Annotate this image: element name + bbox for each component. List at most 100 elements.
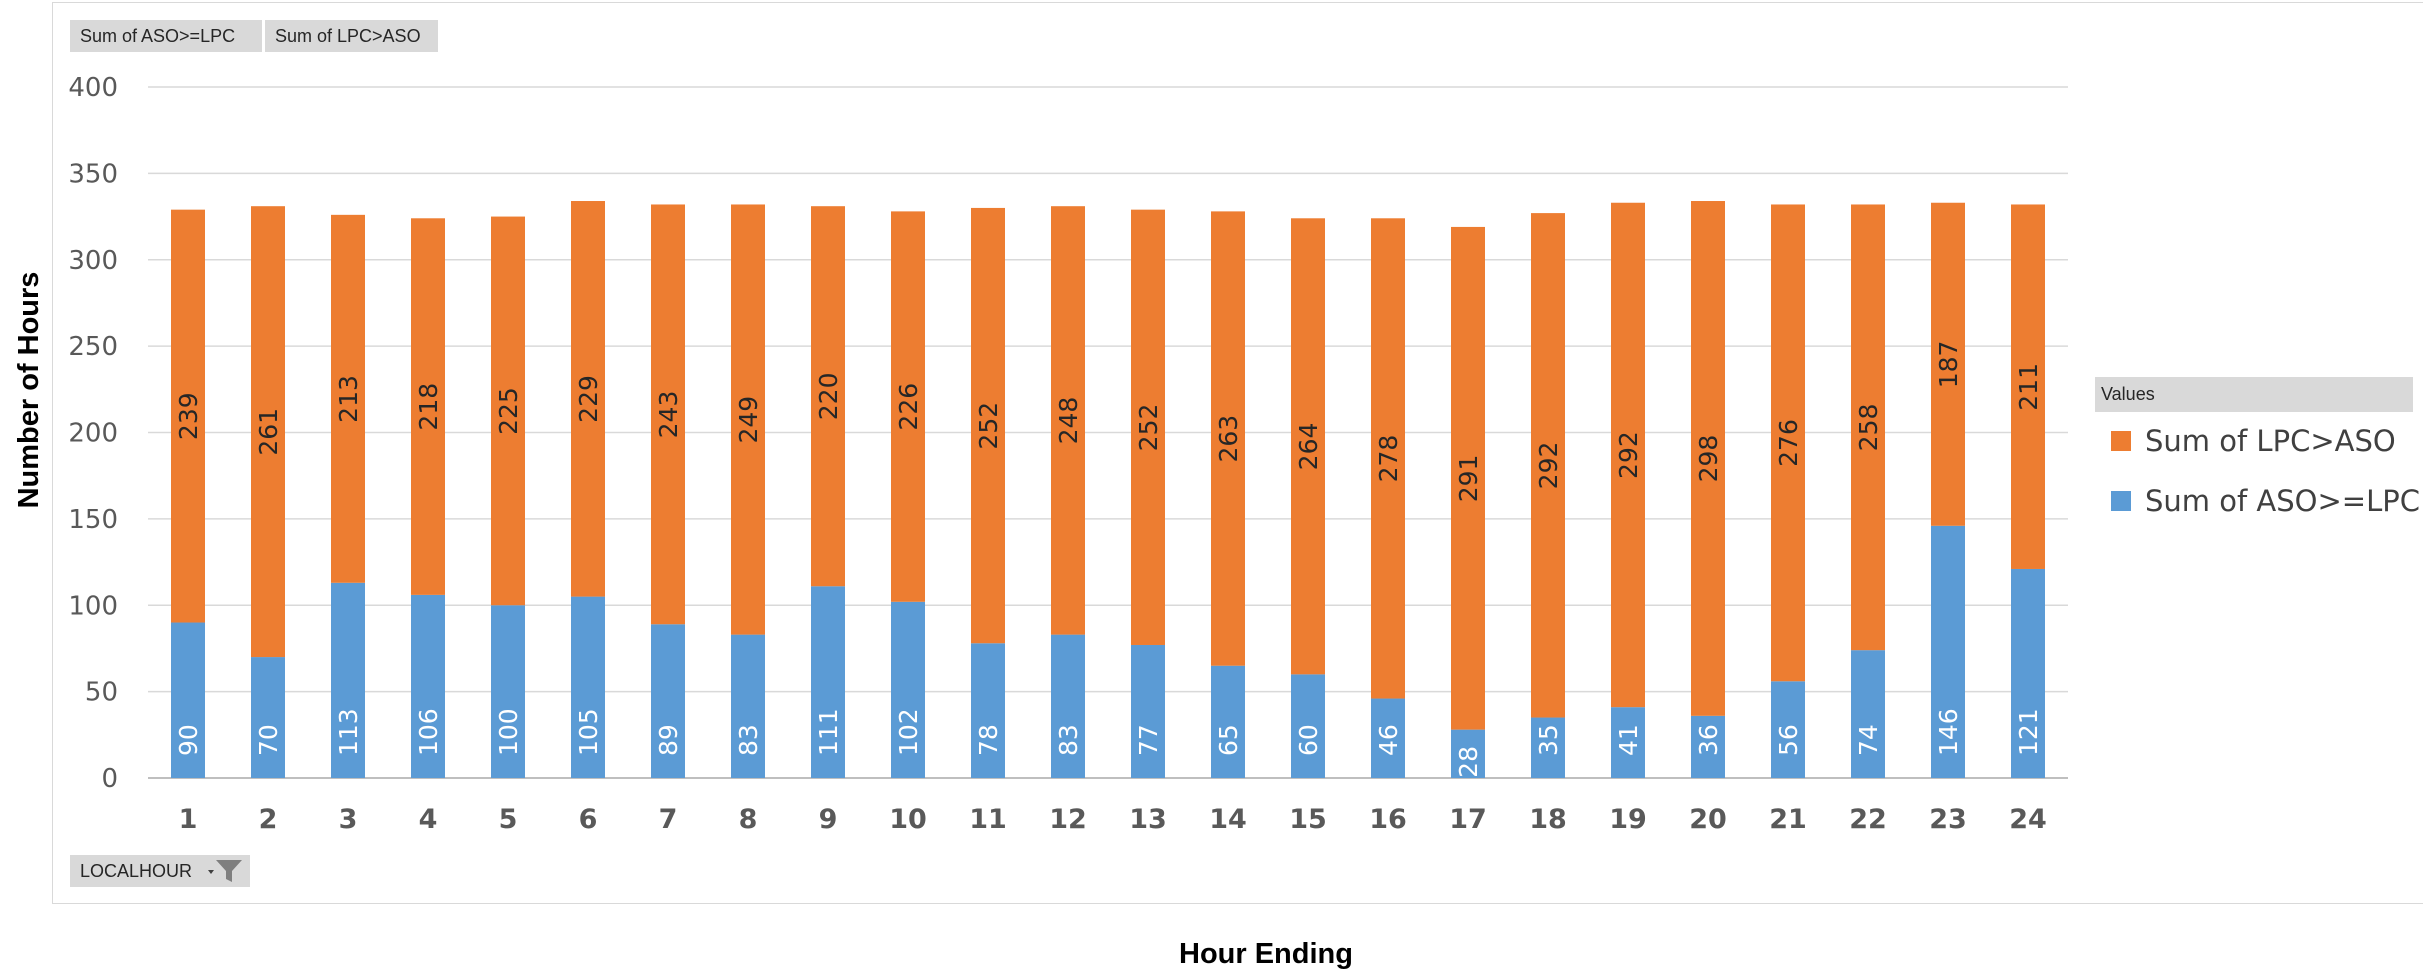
- bar-aso-ge-lpc: [2011, 568, 2045, 778]
- x-tick-label: 17: [1449, 804, 1487, 835]
- data-label-aso: 35: [1534, 724, 1563, 756]
- field-button-localhour-label: LOCALHOUR: [80, 861, 193, 881]
- data-label-aso: 146: [1934, 708, 1963, 756]
- x-tick-label: 15: [1289, 804, 1327, 835]
- data-label-aso: 90: [174, 724, 203, 756]
- data-label-lpc: 292: [1534, 442, 1563, 490]
- data-label-lpc: 278: [1374, 435, 1403, 483]
- data-label-aso: 77: [1134, 724, 1163, 756]
- legend-header: Values: [2095, 377, 2413, 412]
- data-label-aso: 36: [1694, 724, 1723, 756]
- data-label-lpc: 187: [1934, 341, 1963, 389]
- x-tick-label: 20: [1689, 804, 1727, 835]
- bar-aso-ge-lpc: [1611, 707, 1645, 778]
- data-label-aso: 28: [1454, 746, 1483, 778]
- y-tick-label: 200: [68, 419, 118, 449]
- data-label-aso: 106: [414, 708, 443, 756]
- y-axis-title: Number of Hours: [6, 0, 46, 973]
- data-label-lpc: 249: [734, 396, 763, 444]
- data-label-lpc: 211: [2014, 363, 2043, 411]
- bar-aso-ge-lpc: [1851, 650, 1885, 778]
- x-tick-label: 4: [419, 804, 438, 835]
- bar-lpc-gt-aso: [1611, 202, 1645, 708]
- bar-lpc-gt-aso: [1371, 218, 1405, 699]
- x-tick-label: 11: [969, 804, 1007, 835]
- bar-lpc-gt-aso: [1291, 218, 1325, 675]
- data-label-aso: 74: [1854, 724, 1883, 756]
- data-label-aso: 111: [814, 708, 843, 756]
- x-tick-label: 18: [1529, 804, 1567, 835]
- bar-aso-ge-lpc: [1051, 634, 1085, 778]
- data-label-aso: 102: [894, 708, 923, 756]
- bar-lpc-gt-aso: [971, 207, 1005, 644]
- data-label-aso: 83: [1054, 724, 1083, 756]
- data-label-aso: 89: [654, 724, 683, 756]
- bar-lpc-gt-aso: [411, 218, 445, 595]
- legend-swatch-aso: [2111, 491, 2131, 511]
- y-tick-label: 50: [85, 678, 118, 708]
- data-label-lpc: 239: [174, 392, 203, 440]
- bar-lpc-gt-aso: [491, 216, 525, 606]
- data-label-aso: 113: [334, 708, 363, 756]
- data-label-lpc: 226: [894, 383, 923, 431]
- bar-lpc-gt-aso: [2011, 204, 2045, 569]
- data-label-aso: 70: [254, 724, 283, 756]
- bar-aso-ge-lpc: [1451, 729, 1485, 778]
- bar-lpc-gt-aso: [811, 206, 845, 587]
- x-tick-label: 24: [2009, 804, 2047, 835]
- x-tick-label: 19: [1609, 804, 1647, 835]
- data-label-aso: 100: [494, 708, 523, 756]
- y-tick-label: 100: [68, 591, 118, 621]
- legend-item-aso[interactable]: Sum of ASO>=LPC: [2111, 481, 2420, 521]
- x-tick-label: 16: [1369, 804, 1407, 835]
- x-tick-label: 12: [1049, 804, 1087, 835]
- bar-aso-ge-lpc: [971, 643, 1005, 778]
- legend-item-lpc[interactable]: Sum of LPC>ASO: [2111, 421, 2396, 461]
- bar-aso-ge-lpc: [1771, 681, 1805, 778]
- bar-aso-ge-lpc: [1531, 717, 1565, 778]
- bar-aso-ge-lpc: [251, 657, 285, 778]
- data-label-lpc: 263: [1214, 415, 1243, 463]
- y-tick-label: 250: [68, 332, 118, 362]
- field-button-lpc[interactable]: Sum of LPC>ASO: [265, 20, 438, 52]
- data-label-lpc: 213: [334, 375, 363, 423]
- filter-dropdown-icon[interactable]: [204, 859, 244, 893]
- field-button-aso[interactable]: Sum of ASO>=LPC: [70, 20, 262, 52]
- x-tick-label: 22: [1849, 804, 1887, 835]
- x-tick-label: 13: [1129, 804, 1167, 835]
- bar-lpc-gt-aso: [251, 206, 285, 658]
- data-label-aso: 60: [1294, 724, 1323, 756]
- bar-aso-ge-lpc: [811, 586, 845, 778]
- bar-lpc-gt-aso: [651, 204, 685, 625]
- bar-aso-ge-lpc: [651, 624, 685, 778]
- bar-lpc-gt-aso: [731, 204, 765, 635]
- bar-lpc-gt-aso: [891, 211, 925, 602]
- bar-aso-ge-lpc: [171, 622, 205, 778]
- bar-aso-ge-lpc: [1371, 698, 1405, 778]
- bar-aso-ge-lpc: [411, 594, 445, 778]
- bar-lpc-gt-aso: [1051, 206, 1085, 635]
- bar-aso-ge-lpc: [891, 601, 925, 778]
- x-tick-label: 5: [499, 804, 518, 835]
- data-label-lpc: 258: [1854, 404, 1883, 452]
- bar-aso-ge-lpc: [1211, 665, 1245, 778]
- legend: Values Sum of LPC>ASO Sum of ASO>=LPC: [2095, 377, 2420, 557]
- x-tick-label: 6: [579, 804, 598, 835]
- bar-lpc-gt-aso: [1771, 204, 1805, 682]
- data-label-aso: 46: [1374, 724, 1403, 756]
- legend-label-aso: Sum of ASO>=LPC: [2145, 484, 2420, 518]
- bar-aso-ge-lpc: [1131, 644, 1165, 778]
- bar-lpc-gt-aso: [1931, 202, 1965, 526]
- field-button-localhour[interactable]: LOCALHOUR: [70, 855, 250, 887]
- y-tick-label: 400: [68, 73, 118, 103]
- data-label-aso: 56: [1774, 724, 1803, 756]
- data-label-lpc: 243: [654, 391, 683, 439]
- bar-lpc-gt-aso: [171, 209, 205, 623]
- x-axis-title: Hour Ending: [1179, 938, 1353, 970]
- bar-aso-ge-lpc: [491, 605, 525, 778]
- data-label-aso: 41: [1614, 724, 1643, 756]
- y-axis-title-text: Number of Hours: [13, 272, 45, 509]
- bar-lpc-gt-aso: [571, 201, 605, 597]
- x-tick-label: 2: [259, 804, 278, 835]
